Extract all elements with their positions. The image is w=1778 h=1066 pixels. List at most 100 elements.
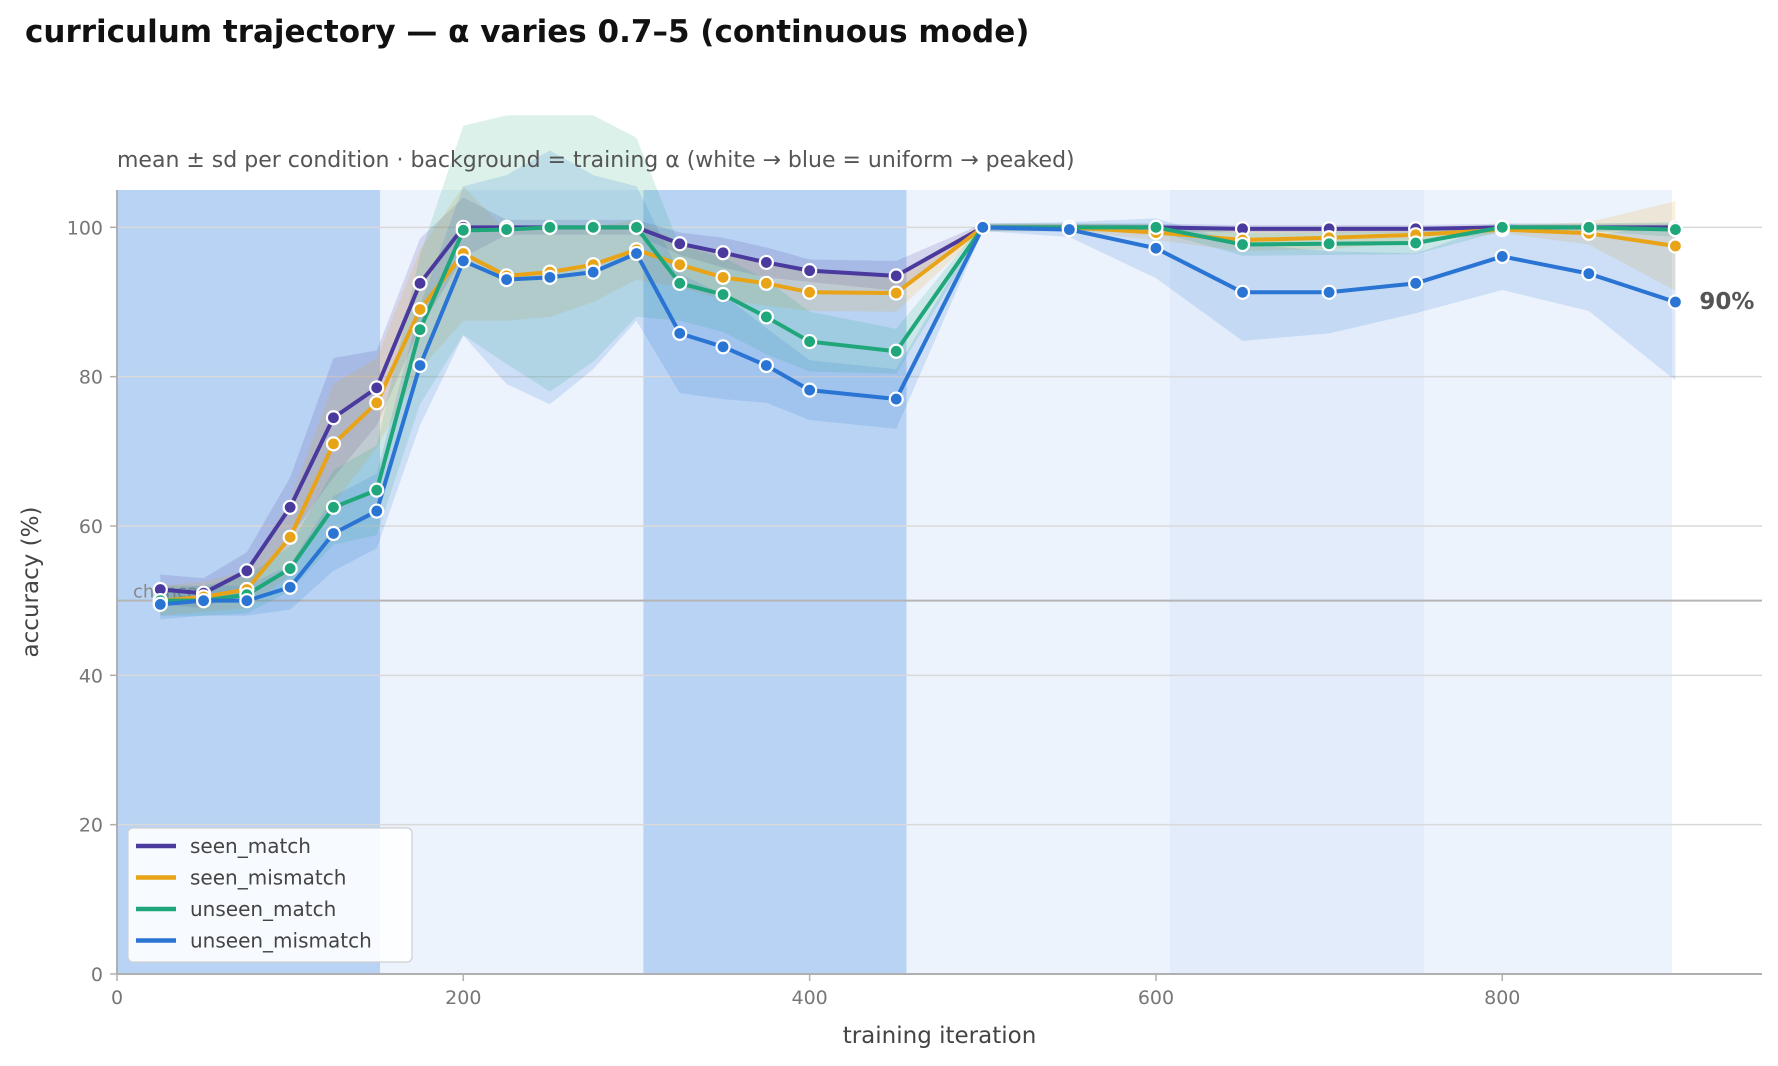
point-unseen_mismatch-500 — [975, 219, 991, 235]
point-seen_mismatch-400 — [802, 284, 818, 300]
point-seen_match-375 — [758, 254, 774, 271]
point-unseen_match-125 — [325, 499, 342, 515]
point-seen_match-325 — [672, 236, 688, 252]
point-unseen_mismatch-100 — [282, 579, 298, 595]
series-line-seen_mismatch — [160, 225, 1676, 603]
point-seen_mismatch-375 — [758, 275, 774, 291]
point-unseen_mismatch-175 — [412, 357, 428, 374]
point-unseen_match-100 — [282, 560, 298, 577]
series-line-unseen_mismatch — [160, 225, 1677, 607]
legend-box — [127, 827, 413, 963]
x-tick-label-400: 400 — [791, 987, 827, 1009]
point-seen_match-350 — [715, 245, 731, 261]
point-unseen_mismatch-350 — [715, 339, 731, 355]
point-unseen_match-375 — [758, 309, 774, 325]
x-axis-label: training iteration — [843, 1023, 1037, 1049]
point-seen_match-450 — [888, 268, 904, 284]
point-seen_match-100 — [282, 499, 298, 515]
legend-label-seen_mismatch: seen_mismatch — [190, 866, 346, 890]
legend: seen_match seen_mismatch unseen_matchunsee… — [127, 827, 413, 963]
y-tick-label-40: 40 — [79, 665, 103, 687]
y-tick-label-80: 80 — [79, 367, 103, 389]
series-line-unseen_match — [160, 225, 1676, 603]
alpha-band-3 — [906, 190, 1170, 974]
y-tick-label-60: 60 — [79, 516, 103, 538]
point-unseen_mismatch-650 — [1234, 284, 1251, 300]
point-unseen_match-800 — [1494, 219, 1510, 235]
point-unseen_mismatch-750 — [1408, 275, 1424, 291]
point-unseen_mismatch-900 — [1667, 294, 1684, 310]
point-unseen_mismatch-550 — [1061, 221, 1077, 238]
y-axis-label: accuracy (%) — [18, 507, 44, 658]
gridlines — [117, 226, 1762, 826]
point-unseen_mismatch-275 — [585, 264, 601, 280]
series-points — [152, 219, 1684, 613]
point-unseen_mismatch-150 — [369, 503, 385, 519]
end-value-label: 90% — [1699, 289, 1754, 315]
point-unseen_match-650 — [1234, 236, 1251, 253]
point-seen_match-150 — [369, 380, 385, 396]
point-unseen_mismatch-600 — [1148, 240, 1164, 256]
chart-title: curriculum trajectory — α varies 0.7–5 (… — [25, 14, 1030, 50]
series-lines — [160, 225, 1677, 607]
point-seen_match-400 — [802, 263, 818, 279]
point-unseen_match-900 — [1667, 221, 1684, 238]
point-seen_mismatch-125 — [325, 436, 342, 452]
legend-label-unseen_match: unseen_match — [190, 897, 336, 921]
sd-band-unseen_mismatch — [160, 150, 1676, 620]
point-seen_mismatch-350 — [715, 269, 731, 285]
x-tick-label-0: 0 — [111, 987, 123, 1009]
point-unseen_mismatch-325 — [672, 325, 688, 341]
point-unseen_mismatch-800 — [1494, 248, 1510, 265]
point-unseen_match-350 — [715, 286, 731, 303]
point-unseen_mismatch-400 — [802, 382, 818, 398]
point-unseen_match-850 — [1581, 219, 1597, 235]
point-unseen_match-225 — [499, 221, 515, 238]
point-unseen_mismatch-200 — [455, 253, 471, 269]
point-unseen_mismatch-25 — [152, 596, 168, 613]
alpha-band-4 — [1169, 190, 1425, 974]
point-unseen_match-600 — [1148, 219, 1164, 235]
point-unseen_mismatch-125 — [325, 525, 342, 542]
point-unseen_mismatch-700 — [1321, 284, 1337, 300]
point-unseen_mismatch-250 — [542, 269, 558, 285]
axes — [116, 190, 1762, 975]
point-unseen_mismatch-375 — [758, 357, 774, 374]
series-line-seen_match — [160, 225, 1676, 596]
point-unseen_match-175 — [412, 322, 428, 338]
point-unseen_mismatch-850 — [1581, 266, 1597, 282]
point-seen_mismatch-325 — [672, 257, 688, 273]
point-unseen_mismatch-450 — [888, 391, 904, 407]
point-seen_mismatch-100 — [282, 529, 298, 545]
point-seen_mismatch-150 — [369, 395, 385, 411]
x-tick-label-200: 200 — [445, 987, 481, 1009]
point-unseen_match-400 — [802, 333, 818, 350]
legend-label-unseen_mismatch: unseen_mismatch — [190, 929, 372, 953]
chart-subtitle: mean ± sd per condition · background = t… — [117, 148, 1075, 173]
point-unseen_mismatch-225 — [499, 272, 515, 288]
point-unseen_match-250 — [542, 219, 558, 235]
point-unseen_match-450 — [888, 343, 904, 359]
point-seen_match-175 — [412, 275, 428, 291]
x-tick-label-800: 800 — [1484, 987, 1520, 1009]
point-unseen_match-325 — [672, 275, 688, 291]
point-unseen_match-275 — [585, 219, 601, 235]
point-seen_mismatch-900 — [1667, 238, 1684, 254]
point-unseen_match-750 — [1408, 235, 1424, 251]
y-tick-label-100: 100 — [67, 217, 103, 239]
point-unseen_match-300 — [628, 219, 645, 235]
point-unseen_match-200 — [455, 222, 471, 238]
point-seen_match-125 — [325, 410, 342, 426]
y-tick-label-0: 0 — [91, 964, 103, 986]
point-unseen_mismatch-50 — [195, 593, 212, 609]
sd-band-seen_mismatch — [160, 186, 1676, 616]
point-unseen_mismatch-75 — [239, 593, 255, 609]
x-tick-label-600: 600 — [1138, 987, 1174, 1009]
point-unseen_match-150 — [369, 482, 385, 498]
alpha-band-5 — [1424, 190, 1672, 974]
point-seen_mismatch-175 — [412, 301, 428, 318]
ticks: 0 200 400 600 800 0 20 40 60 80 100 — [67, 217, 1521, 1009]
point-unseen_match-700 — [1321, 236, 1337, 252]
point-unseen_mismatch-300 — [628, 245, 645, 262]
